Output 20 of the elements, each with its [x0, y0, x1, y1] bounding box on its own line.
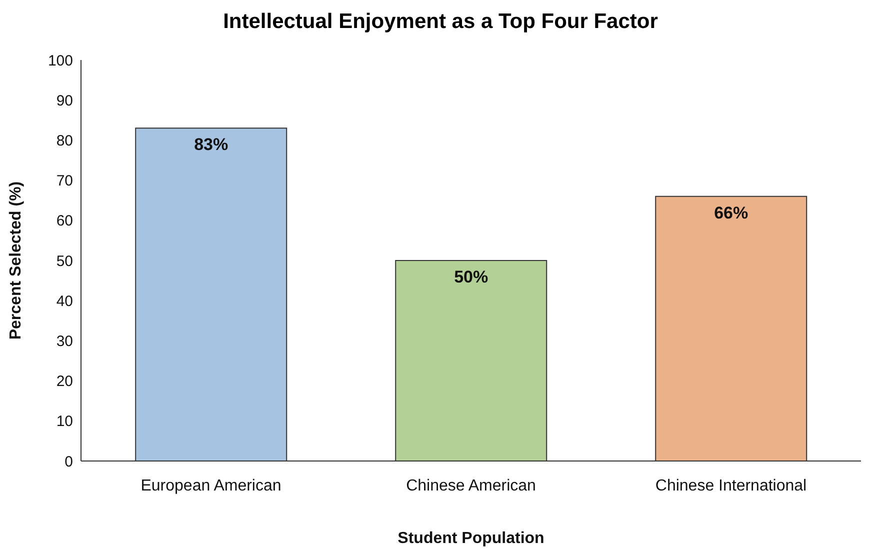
data-label: 83%: [194, 135, 228, 154]
y-tick-label: 90: [56, 92, 73, 110]
x-tick-label: Chinese American: [406, 477, 536, 494]
x-axis-title: Student Population: [398, 530, 544, 547]
y-tick-label: 20: [56, 373, 73, 390]
y-tick-label: 70: [56, 172, 73, 190]
data-label: 66%: [714, 203, 748, 222]
data-label: 50%: [454, 268, 488, 287]
y-tick-label: 30: [56, 333, 73, 350]
y-tick-label: 40: [56, 292, 73, 310]
y-tick-label: 0: [64, 453, 73, 470]
x-tick-label: European American: [140, 477, 282, 494]
y-tick-label: 50: [56, 252, 73, 270]
y-tick-label: 80: [56, 132, 73, 150]
y-tick-label: 100: [48, 52, 73, 70]
chart-title: Intellectual Enjoyment as a Top Four Factor: [222, 9, 659, 35]
y-axis-title: Percent Selected (%): [8, 181, 25, 340]
y-tick-label: 60: [56, 212, 73, 230]
x-tick-label: Chinese International: [655, 477, 807, 494]
y-tick-label: 10: [56, 413, 73, 430]
